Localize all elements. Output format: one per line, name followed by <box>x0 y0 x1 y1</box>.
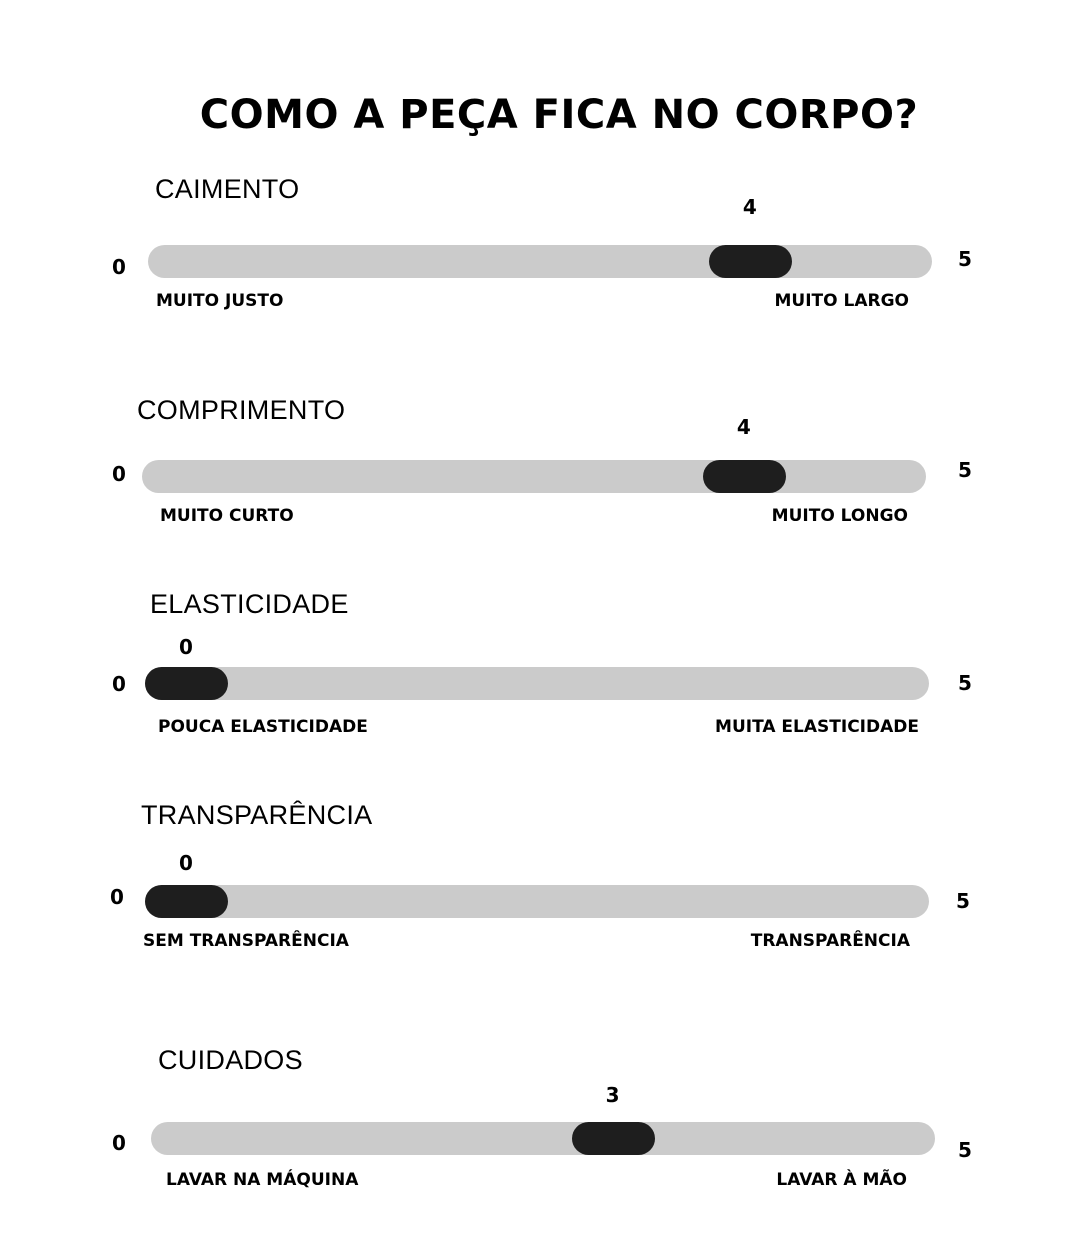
slider-track[interactable] <box>151 1122 935 1155</box>
scale-left-label: MUITO CURTO <box>160 506 294 526</box>
scale-value: 0 <box>179 851 193 875</box>
slider-track[interactable] <box>148 245 932 278</box>
scale-title: CUIDADOS <box>158 1045 303 1075</box>
scale-value: 0 <box>179 635 193 659</box>
scale-min-label: 0 <box>112 255 126 279</box>
slider-thumb[interactable] <box>145 667 228 700</box>
scale-title: CAIMENTO <box>155 174 300 204</box>
scale-cuidados: CUIDADOS 3 0 5 LAVAR NA MÁQUINA LAVAR À … <box>0 0 1080 1190</box>
scale-min-label: 0 <box>110 885 124 909</box>
slider-thumb[interactable] <box>702 460 786 493</box>
scale-max-label: 5 <box>958 247 972 271</box>
scale-left-label: MUITO JUSTO <box>156 291 284 311</box>
slider-thumb[interactable] <box>145 885 228 918</box>
scale-comprimento: COMPRIMENTO 4 0 5 MUITO CURTO MUITO LONG… <box>0 0 1080 526</box>
scale-right-label: MUITO LARGO <box>774 291 910 311</box>
scale-max-label: 5 <box>958 1138 972 1162</box>
slider-thumb[interactable] <box>708 245 792 278</box>
scale-right-label: TRANSPARÊNCIA <box>750 931 910 951</box>
page-title: COMO A PEÇA FICA NO CORPO? <box>199 92 919 138</box>
slider-track[interactable] <box>142 460 926 493</box>
scale-max-label: 5 <box>958 458 972 482</box>
scale-min-label: 0 <box>112 462 126 486</box>
slider-track[interactable] <box>145 885 929 918</box>
scale-transparência: TRANSPARÊNCIA 0 0 5 SEM TRANSPARÊNCIA TR… <box>0 0 1080 951</box>
scale-title: TRANSPARÊNCIA <box>141 800 373 830</box>
slider-thumb[interactable] <box>571 1122 655 1155</box>
slider-track[interactable] <box>145 667 929 700</box>
scale-left-label: SEM TRANSPARÊNCIA <box>143 931 349 951</box>
scale-left-label: POUCA ELASTICIDADE <box>158 717 368 737</box>
scale-title: ELASTICIDADE <box>150 589 349 619</box>
scale-value: 4 <box>742 195 757 219</box>
scale-right-label: LAVAR À MÃO <box>776 1170 907 1190</box>
scale-elasticidade: ELASTICIDADE 0 0 5 POUCA ELASTICIDADE MU… <box>0 0 1080 737</box>
scale-caimento: CAIMENTO 4 0 5 MUITO JUSTO MUITO LARGO <box>0 0 1080 311</box>
scale-title: COMPRIMENTO <box>137 395 346 425</box>
scale-min-label: 0 <box>112 672 126 696</box>
scale-right-label: MUITO LONGO <box>771 506 908 526</box>
scale-max-label: 5 <box>956 889 970 913</box>
scale-max-label: 5 <box>958 671 972 695</box>
scale-min-label: 0 <box>112 1131 126 1155</box>
scale-value: 3 <box>605 1083 620 1107</box>
scale-left-label: LAVAR NA MÁQUINA <box>166 1170 359 1190</box>
scale-right-label: MUITA ELASTICIDADE <box>715 717 919 737</box>
scale-value: 4 <box>736 415 751 439</box>
